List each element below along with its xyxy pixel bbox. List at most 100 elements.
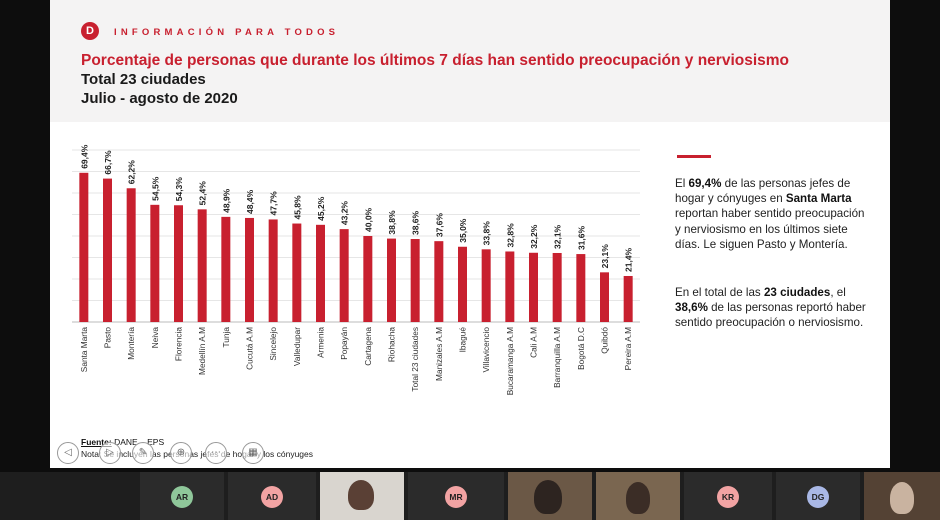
p1-segment: Santa Marta bbox=[785, 192, 852, 206]
zoom-button[interactable]: ⊕ bbox=[170, 442, 192, 464]
category-label: Tunja bbox=[221, 327, 231, 348]
category-label: Popayán bbox=[339, 327, 349, 360]
bar bbox=[316, 224, 325, 322]
data-label: 45,8% bbox=[292, 195, 302, 220]
next-slide-button[interactable]: ▷ bbox=[99, 442, 121, 464]
category-label: Armenia bbox=[316, 327, 326, 358]
participant-video-3 bbox=[626, 482, 650, 514]
category-label: Bogotá D.C bbox=[576, 327, 586, 370]
bar bbox=[434, 241, 444, 322]
bar bbox=[481, 249, 491, 322]
bar bbox=[505, 251, 515, 322]
category-label: Riohacha bbox=[387, 327, 397, 362]
category-label: Villavicencio bbox=[481, 327, 491, 373]
category-label: Quibdó bbox=[600, 327, 610, 354]
category-label: Cali A.M bbox=[529, 327, 539, 358]
data-label: 38,8% bbox=[387, 210, 397, 235]
data-label: 31,6% bbox=[576, 226, 586, 251]
bar bbox=[458, 246, 467, 322]
data-label: 40,0% bbox=[363, 207, 373, 232]
data-label: 35,0% bbox=[458, 218, 468, 243]
participant-avatar: AD bbox=[261, 486, 283, 508]
data-label: 47,7% bbox=[269, 191, 279, 216]
data-label: 32,1% bbox=[553, 224, 563, 249]
category-label: Valledupar bbox=[292, 327, 302, 366]
participant-avatar: DG bbox=[807, 486, 829, 508]
data-label: 38,6% bbox=[411, 210, 421, 235]
bar bbox=[126, 188, 136, 322]
slide-subtitle-cities: Total 23 ciudades bbox=[81, 71, 206, 88]
category-label: Medellín A.M bbox=[197, 327, 207, 375]
bar bbox=[600, 272, 609, 322]
category-label: Manizales A.M bbox=[434, 327, 444, 381]
data-label: 43,2% bbox=[340, 201, 350, 226]
bar bbox=[529, 252, 538, 322]
slide-title: Porcentaje de personas que durante los ú… bbox=[81, 52, 790, 69]
bar bbox=[245, 217, 254, 322]
data-label: 21,4% bbox=[624, 247, 634, 272]
participant-avatar: MR bbox=[445, 486, 467, 508]
bar bbox=[387, 238, 396, 322]
summary-paragraph-2: En el total de las 23 ciudades, el 38,6%… bbox=[675, 285, 870, 331]
tagline: INFORMACIÓN PARA TODOS bbox=[114, 27, 340, 38]
data-label: 37,6% bbox=[434, 213, 444, 238]
bar bbox=[576, 254, 586, 322]
accent-rule bbox=[677, 155, 711, 158]
bar bbox=[339, 229, 349, 322]
data-label: 48,4% bbox=[245, 189, 255, 214]
category-label: Cartagena bbox=[363, 327, 373, 366]
bar bbox=[410, 239, 420, 322]
summary-paragraph-1: El 69,4% de las personas jefes de hogar … bbox=[675, 176, 870, 252]
data-label: 32,2% bbox=[529, 224, 539, 249]
p2-segment: 38,6% bbox=[675, 301, 708, 315]
data-label: 48,9% bbox=[221, 188, 231, 213]
bar bbox=[552, 252, 562, 322]
participant-avatar: KR bbox=[717, 486, 739, 508]
p1-segment: 69,4% bbox=[688, 177, 722, 190]
data-label: 52,4% bbox=[198, 181, 208, 206]
source-label: Fuente: bbox=[81, 437, 112, 447]
p1-segment: reportan haber sentido preocupación y ne… bbox=[675, 207, 865, 251]
dane-logo: D bbox=[81, 22, 99, 40]
pen-tool-button[interactable]: ✎ bbox=[132, 442, 154, 464]
bar bbox=[268, 219, 278, 322]
p2-segment: En el total de las bbox=[675, 286, 764, 299]
category-label: Pasto bbox=[103, 327, 113, 349]
data-label: 54,5% bbox=[150, 176, 160, 201]
p2-segment: , el bbox=[830, 286, 846, 299]
category-label: Santa Marta bbox=[79, 327, 89, 373]
category-label: Barranquilla A.M bbox=[552, 327, 562, 388]
slide-subtitle-period: Julio - agosto de 2020 bbox=[81, 90, 238, 107]
category-label: Florencia bbox=[174, 327, 184, 362]
p2-segment: 23 ciudades bbox=[763, 286, 831, 299]
grid-view-button[interactable]: ▦ bbox=[242, 442, 264, 464]
slide-header-band bbox=[50, 0, 890, 122]
footnote: Nota: Se incluyen las personas jefes de … bbox=[81, 449, 313, 459]
data-label: 54,3% bbox=[174, 177, 184, 202]
participant-video-4 bbox=[890, 482, 914, 514]
data-label: 23,1% bbox=[600, 244, 610, 269]
bar bbox=[174, 205, 183, 322]
bar bbox=[292, 223, 302, 322]
bar bbox=[221, 216, 231, 322]
p1-segment: El bbox=[675, 177, 689, 190]
category-label: Bucaramanga A.M bbox=[505, 327, 515, 395]
video-tile-1[interactable] bbox=[320, 472, 404, 520]
participant-avatar: AR bbox=[171, 486, 193, 508]
participant-video-1 bbox=[348, 480, 374, 510]
prev-slide-button[interactable]: ◁ bbox=[57, 442, 79, 464]
data-label: 33,8% bbox=[482, 221, 492, 246]
video-tile-4[interactable] bbox=[864, 472, 940, 520]
category-label: Montería bbox=[126, 327, 136, 360]
data-label: 32,8% bbox=[505, 223, 515, 248]
bar bbox=[197, 209, 207, 322]
category-label: Ibagué bbox=[458, 327, 468, 353]
more-options-button[interactable]: ⋯ bbox=[205, 442, 227, 464]
bar-chart: 69,4% Santa Marta 66,7% Pasto 62,2% Montería 5… bbox=[72, 144, 640, 395]
participant-video-2 bbox=[534, 480, 562, 514]
bar bbox=[623, 275, 633, 322]
data-label: 69,4% bbox=[79, 144, 89, 169]
video-tile-2[interactable] bbox=[508, 472, 592, 520]
video-tile-3[interactable] bbox=[596, 472, 680, 520]
bar bbox=[363, 236, 373, 322]
